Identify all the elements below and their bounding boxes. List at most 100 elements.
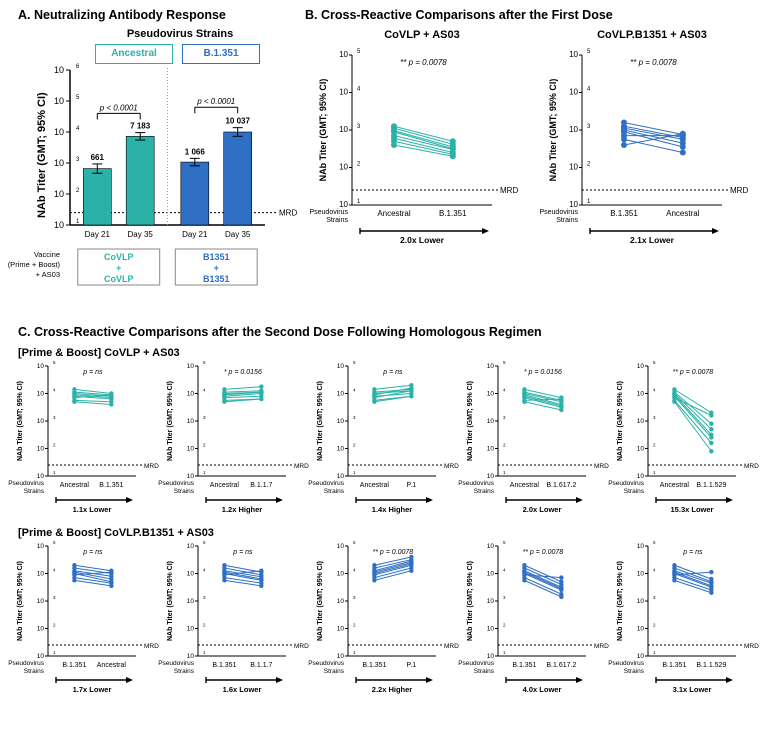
svg-text:Pseudovirus: Pseudovirus	[158, 660, 195, 667]
svg-text:** p = 0.0078: ** p = 0.0078	[630, 58, 677, 67]
svg-text:B.1.617.2: B.1.617.2	[546, 482, 576, 489]
svg-text:5: 5	[653, 360, 656, 365]
svg-text:P.1: P.1	[407, 482, 417, 489]
svg-text:10: 10	[37, 543, 45, 550]
svg-text:10: 10	[569, 50, 578, 59]
svg-text:10: 10	[337, 418, 345, 425]
svg-text:4: 4	[357, 87, 361, 93]
svg-text:2: 2	[503, 623, 506, 628]
svg-text:10: 10	[187, 418, 195, 425]
svg-text:Day 35: Day 35	[225, 230, 251, 239]
svg-text:10: 10	[569, 163, 578, 172]
svg-text:10: 10	[637, 598, 645, 605]
svg-text:3: 3	[76, 157, 80, 163]
svg-text:[Prime & Boost] CoVLP + AS03: [Prime & Boost] CoVLP + AS03	[18, 347, 180, 359]
svg-text:4: 4	[653, 568, 656, 573]
svg-text:MRD: MRD	[730, 186, 748, 195]
svg-text:NAb Titer (GMT; 95% CI): NAb Titer (GMT; 95% CI)	[17, 561, 24, 641]
svg-text:Strains: Strains	[474, 488, 495, 495]
svg-text:4.0x Lower: 4.0x Lower	[523, 685, 562, 694]
svg-text:10: 10	[487, 363, 495, 370]
svg-text:10: 10	[637, 418, 645, 425]
svg-text:Pseudovirus: Pseudovirus	[308, 660, 345, 667]
svg-text:2: 2	[53, 443, 56, 448]
svg-text:MRD: MRD	[594, 643, 609, 650]
svg-text:2: 2	[653, 623, 656, 628]
svg-text:2.1x Lower: 2.1x Lower	[630, 235, 675, 245]
svg-text:1: 1	[353, 650, 356, 655]
svg-text:10: 10	[637, 446, 645, 453]
svg-text:Ancestral: Ancestral	[660, 482, 690, 489]
svg-text:3: 3	[53, 415, 56, 420]
svg-text:10: 10	[339, 200, 348, 209]
svg-text:2: 2	[53, 623, 56, 628]
svg-text:Pseudovirus: Pseudovirus	[458, 480, 495, 487]
svg-text:5: 5	[53, 540, 56, 545]
svg-text:1: 1	[203, 650, 206, 655]
svg-text:1.2x Higher: 1.2x Higher	[222, 505, 263, 514]
svg-text:661: 661	[91, 153, 105, 162]
svg-text:5: 5	[653, 540, 656, 545]
svg-text:2.0x Lower: 2.0x Lower	[523, 505, 562, 514]
svg-text:1 066: 1 066	[185, 147, 206, 156]
svg-text:Pseudovirus: Pseudovirus	[539, 209, 578, 216]
svg-text:4: 4	[53, 568, 56, 573]
svg-text:Ancestral: Ancestral	[360, 482, 390, 489]
svg-text:3: 3	[353, 595, 356, 600]
svg-text:p = ns: p = ns	[232, 549, 253, 556]
svg-text:10: 10	[37, 473, 45, 480]
svg-text:Pseudovirus: Pseudovirus	[608, 660, 645, 667]
svg-text:B.1.1.7: B.1.1.7	[250, 662, 272, 669]
svg-text:NAb Titer (GMT; 95% CI): NAb Titer (GMT; 95% CI)	[317, 561, 324, 641]
svg-text:2: 2	[203, 443, 206, 448]
svg-text:Strains: Strains	[24, 488, 45, 495]
svg-text:10: 10	[37, 418, 45, 425]
svg-text:10: 10	[54, 65, 64, 75]
svg-text:B.1.351: B.1.351	[512, 662, 536, 669]
svg-text:2: 2	[503, 443, 506, 448]
svg-text:CoVLP: CoVLP	[104, 252, 134, 262]
svg-text:p < 0.0001: p < 0.0001	[99, 103, 138, 112]
svg-text:MRD: MRD	[594, 463, 609, 470]
svg-text:3: 3	[587, 124, 591, 130]
svg-text:1: 1	[653, 650, 656, 655]
svg-text:Strains: Strains	[326, 217, 348, 224]
svg-text:+: +	[116, 263, 121, 273]
svg-text:3: 3	[653, 415, 656, 420]
svg-text:B.1.1.7: B.1.1.7	[250, 482, 272, 489]
svg-text:2: 2	[353, 443, 356, 448]
svg-text:Pseudovirus: Pseudovirus	[309, 209, 348, 216]
svg-text:Pseudovirus: Pseudovirus	[308, 480, 345, 487]
svg-text:10: 10	[337, 653, 345, 660]
svg-text:B.1.351: B.1.351	[662, 662, 686, 669]
svg-text:p = ns: p = ns	[82, 369, 103, 376]
svg-text:10: 10	[187, 571, 195, 578]
svg-text:Pseudovirus: Pseudovirus	[608, 480, 645, 487]
svg-text:2: 2	[357, 162, 361, 168]
svg-text:Pseudovirus: Pseudovirus	[458, 660, 495, 667]
svg-text:10: 10	[487, 391, 495, 398]
svg-text:10: 10	[37, 598, 45, 605]
svg-text:3: 3	[203, 595, 206, 600]
svg-text:* p = 0.0156: * p = 0.0156	[224, 369, 262, 376]
svg-text:10: 10	[337, 598, 345, 605]
svg-text:B.1.617.2: B.1.617.2	[546, 662, 576, 669]
svg-text:10: 10	[339, 50, 348, 59]
svg-text:10: 10	[37, 446, 45, 453]
svg-text:10: 10	[339, 125, 348, 134]
svg-text:NAb Titer (GMT; 95% CI): NAb Titer (GMT; 95% CI)	[167, 561, 174, 641]
svg-text:10 037: 10 037	[225, 117, 250, 126]
svg-text:4: 4	[76, 126, 80, 132]
panel-b-charts: CoVLP + AS03101102103104105NAb Titer (GM…	[300, 0, 765, 300]
svg-text:10: 10	[187, 653, 195, 660]
svg-text:MRD: MRD	[294, 643, 309, 650]
svg-text:4: 4	[203, 388, 206, 393]
svg-text:10: 10	[37, 653, 45, 660]
svg-text:1: 1	[53, 470, 56, 475]
svg-text:Ancestral: Ancestral	[210, 482, 240, 489]
svg-text:B.1.351: B.1.351	[439, 209, 467, 218]
svg-text:4: 4	[503, 568, 506, 573]
svg-text:10: 10	[54, 127, 64, 137]
svg-text:5: 5	[353, 540, 356, 545]
panel-c-charts: [Prime & Boost] CoVLP + AS03[Prime & Boo…	[0, 340, 765, 740]
